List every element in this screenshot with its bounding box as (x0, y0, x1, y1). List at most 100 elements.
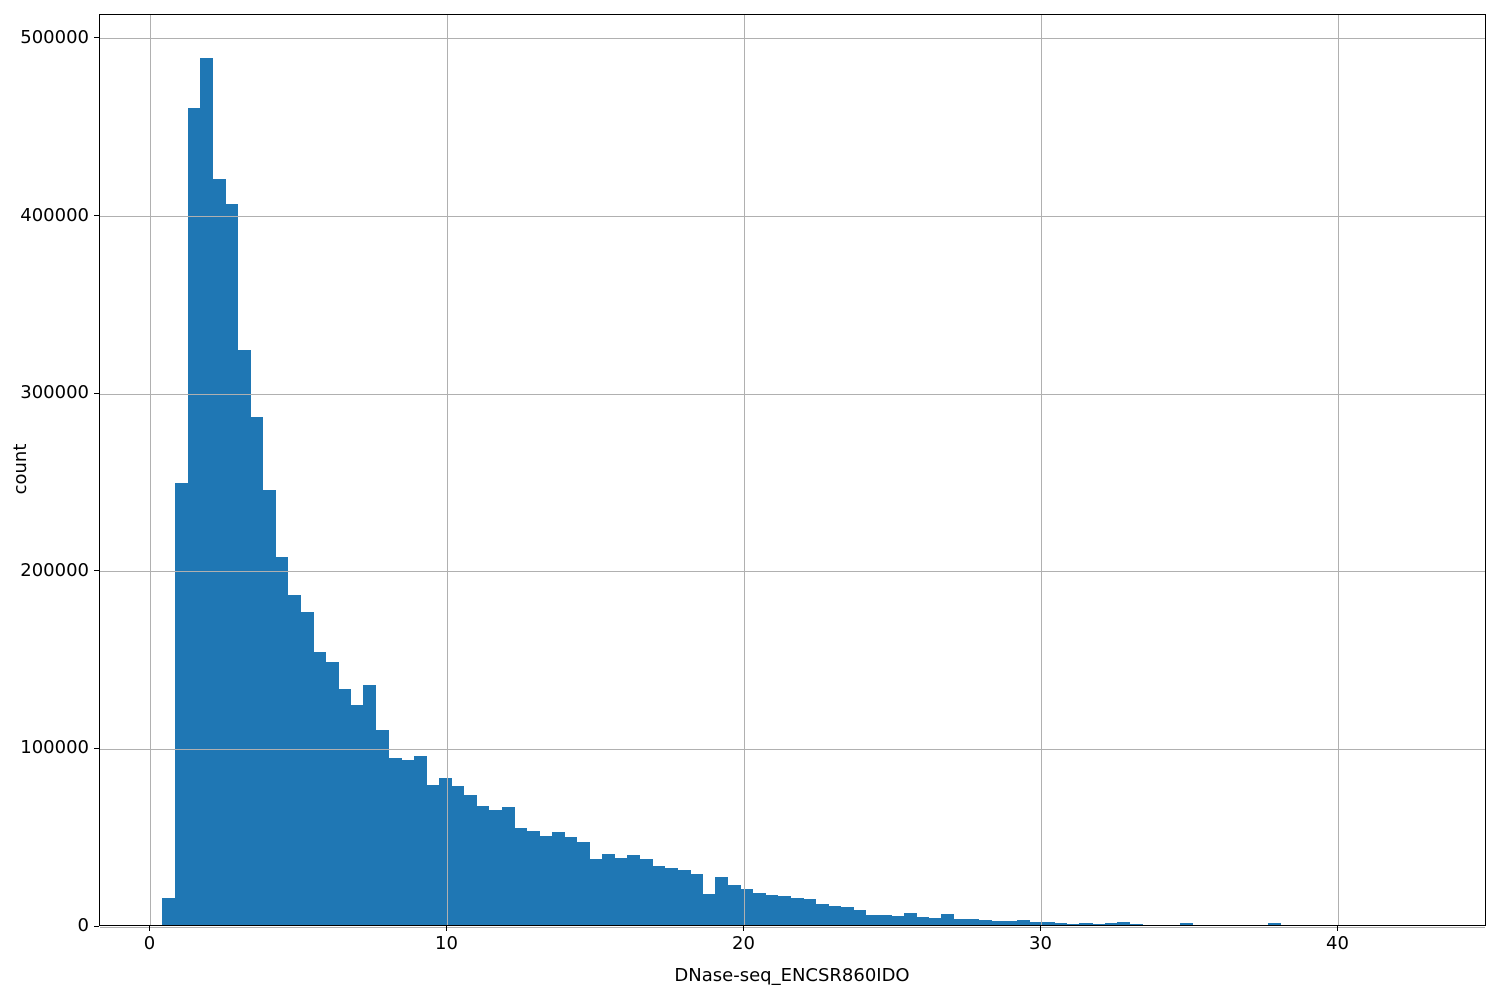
histogram-bar (162, 898, 176, 925)
y-tick (94, 925, 99, 927)
histogram-bar (1117, 921, 1131, 925)
histogram-bar (476, 806, 490, 925)
histogram-bar (338, 688, 352, 925)
histogram-bar (426, 784, 440, 925)
histogram-bar (777, 896, 792, 925)
y-tick-label: 0 (77, 915, 89, 936)
histogram-bar (1129, 923, 1143, 925)
histogram-bar (388, 758, 402, 925)
y-tick-label: 200000 (20, 559, 89, 581)
histogram-bar (174, 482, 188, 925)
histogram-bar (1092, 924, 1106, 925)
x-tick-label: 0 (143, 933, 156, 954)
histogram-bar (652, 865, 666, 925)
histogram-bar (1029, 921, 1043, 925)
histogram-bar (438, 777, 452, 925)
x-tick-label: 40 (1326, 933, 1349, 954)
y-tick (94, 570, 99, 572)
h-gridline (100, 926, 1485, 928)
histogram-bar (614, 858, 628, 925)
histogram-bar (765, 895, 779, 925)
x-tick-label: 20 (732, 933, 755, 954)
histogram-bar (250, 417, 264, 925)
histogram-bar (690, 873, 704, 925)
x-tick (1040, 926, 1041, 931)
histogram-bar (526, 830, 540, 925)
histogram-bar (576, 841, 590, 925)
v-gridline (149, 15, 151, 925)
histogram-bar (413, 756, 427, 925)
histogram-bar (953, 918, 967, 925)
v-gridline (446, 15, 448, 925)
v-gridline (743, 15, 745, 925)
histogram-bar (891, 916, 905, 925)
histogram-bar (539, 836, 553, 925)
x-axis-label: DNase-seq_ENCSR860IDO (674, 965, 910, 986)
y-tick (94, 215, 99, 217)
histogram-bars-layer (100, 15, 1485, 925)
h-gridline (100, 393, 1485, 395)
h-gridline (100, 571, 1485, 573)
histogram-bar (1104, 922, 1118, 925)
histogram-bar (602, 853, 616, 925)
histogram-bar (262, 489, 276, 925)
histogram-bar (1267, 922, 1281, 925)
histogram-bar (325, 662, 339, 925)
histogram-bar (200, 58, 214, 925)
histogram-bar (991, 920, 1005, 925)
histogram-bar (853, 909, 867, 925)
histogram-bar (664, 868, 678, 925)
y-tick-label: 300000 (20, 382, 89, 404)
histogram-bar (916, 917, 930, 925)
histogram-bar (514, 828, 528, 925)
v-gridline (1041, 15, 1042, 925)
histogram-bar (589, 859, 603, 925)
histogram-bar (740, 889, 754, 925)
histogram-bar (815, 903, 829, 925)
histogram-bar (313, 651, 327, 925)
histogram-bar (212, 179, 226, 925)
histogram-bar (501, 806, 515, 925)
x-tick (148, 926, 150, 931)
histogram-bar (978, 920, 993, 925)
histogram-bar (350, 704, 364, 925)
v-gridline (1338, 15, 1339, 925)
histogram-bar (288, 594, 302, 925)
histogram-bar (401, 759, 415, 925)
histogram-bar (639, 859, 653, 925)
histogram-bar (375, 729, 389, 925)
histogram-bar (1016, 920, 1030, 925)
histogram-bar (727, 885, 741, 925)
histogram-bar (752, 893, 766, 925)
grid-layer (100, 15, 1485, 928)
histogram-bar (275, 557, 289, 925)
histogram-bar (1004, 921, 1018, 925)
plot-area (99, 14, 1486, 928)
x-tick-label: 30 (1029, 933, 1052, 954)
histogram-bar (1079, 923, 1093, 925)
x-tick (742, 926, 744, 931)
histogram-bar (840, 906, 854, 925)
h-gridline (100, 216, 1485, 218)
histogram-bar (489, 809, 503, 925)
histogram-bar (1179, 922, 1194, 925)
histogram-bar (941, 914, 955, 925)
x-tick (1337, 926, 1338, 931)
histogram-bar (702, 894, 716, 925)
histogram-bar (1066, 923, 1080, 925)
h-gridline (100, 748, 1485, 750)
histogram-bar (551, 831, 565, 925)
histogram-bar (828, 906, 842, 925)
histogram-bar (928, 918, 942, 925)
histogram-bar (903, 913, 917, 925)
histogram-bar (627, 854, 641, 925)
histogram-bar (363, 685, 377, 925)
y-tick (94, 747, 99, 749)
histogram-bar (966, 918, 980, 925)
y-tick-label: 500000 (20, 26, 89, 48)
histogram-bar (865, 914, 879, 925)
histogram-bar (300, 612, 314, 925)
x-tick (445, 926, 447, 931)
histogram-bar (237, 349, 251, 925)
